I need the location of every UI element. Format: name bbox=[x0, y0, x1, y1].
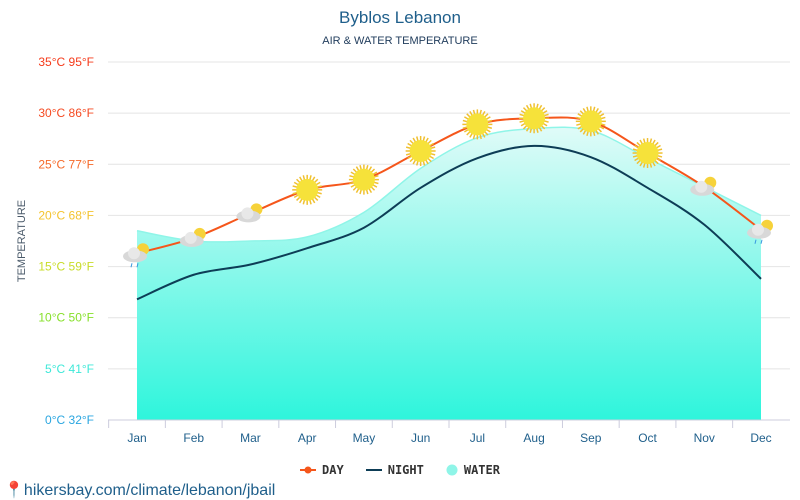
night-line bbox=[136, 144, 762, 301]
water-dot-icon bbox=[446, 464, 458, 476]
y-tick-label: 5°C 41°F bbox=[45, 362, 94, 376]
y-tick-label: 25°C 77°F bbox=[38, 157, 94, 171]
chart-title: Byblos Lebanon bbox=[339, 8, 461, 27]
x-tick-label: Sep bbox=[580, 431, 602, 445]
raindrop bbox=[130, 263, 133, 268]
sun-disc bbox=[409, 139, 432, 162]
sun-disc bbox=[466, 113, 489, 136]
water-area bbox=[137, 127, 761, 420]
rain-sun-cloud-icon bbox=[747, 219, 773, 244]
sun-icon bbox=[632, 138, 663, 169]
footer-link[interactable]: 📍hikersbay.com/climate/lebanon/jbail bbox=[4, 480, 275, 500]
sun-disc bbox=[352, 168, 375, 191]
sun-icon bbox=[575, 106, 606, 137]
legend-night-label: NIGHT bbox=[387, 463, 424, 477]
sun-icon bbox=[292, 174, 323, 205]
y-tick-label: 30°C 86°F bbox=[38, 106, 94, 120]
sun-icon bbox=[462, 109, 493, 140]
y-tick-label: 20°C 68°F bbox=[38, 208, 94, 222]
raindrop bbox=[760, 239, 763, 244]
x-tick-label: Oct bbox=[638, 431, 657, 445]
sun-icon bbox=[519, 103, 550, 134]
footer-text: hikersbay.com/climate/lebanon/jbail bbox=[23, 482, 276, 499]
cloud-puff bbox=[184, 231, 197, 244]
x-tick-label: Feb bbox=[183, 431, 204, 445]
cloud-puff bbox=[695, 180, 708, 193]
day-line-icon bbox=[300, 466, 317, 474]
sun-disc bbox=[579, 110, 602, 133]
y-axis-label: TEMPERATURE bbox=[16, 200, 28, 282]
y-tick-label: 0°C 32°F bbox=[45, 413, 94, 427]
sun-disc bbox=[636, 142, 659, 165]
x-tick-label: Jun bbox=[411, 431, 430, 445]
raindrop bbox=[754, 239, 757, 244]
cloud-puff bbox=[752, 223, 764, 236]
cloud-puff bbox=[241, 207, 254, 220]
rain-sun-cloud-icon bbox=[123, 243, 149, 268]
partly-cloudy-icon bbox=[236, 203, 263, 223]
x-tick-label: Aug bbox=[523, 431, 544, 445]
location-pin-icon: 📍 bbox=[4, 482, 24, 499]
x-tick-label: Apr bbox=[298, 431, 317, 445]
legend-water[interactable]: WATER bbox=[446, 463, 500, 477]
sun-icon bbox=[405, 135, 436, 166]
sun-disc bbox=[523, 107, 546, 130]
legend-day-label: DAY bbox=[322, 463, 344, 477]
legend-day[interactable]: DAY bbox=[300, 463, 344, 477]
x-tick-label: Mar bbox=[240, 431, 261, 445]
partly-cloudy-icon bbox=[690, 176, 717, 196]
x-tick-label: Nov bbox=[694, 431, 715, 445]
y-tick-label: 10°C 50°F bbox=[38, 311, 94, 325]
y-tick-label: 35°C 95°F bbox=[38, 55, 94, 69]
sun-icon bbox=[348, 164, 379, 195]
y-tick-label: 15°C 59°F bbox=[38, 260, 94, 274]
sun-disc bbox=[296, 178, 319, 201]
partly-cloudy-icon bbox=[179, 227, 206, 247]
cloud-puff bbox=[128, 247, 140, 260]
chart: 0°C 32°F 5°C 41°F 10°C 50°F 15°C 59°F 20°C 6… bbox=[16, 55, 790, 445]
raindrop bbox=[136, 263, 139, 268]
legend-water-label: WATER bbox=[463, 463, 500, 477]
legend: DAY NIGHT WATER bbox=[0, 463, 800, 477]
night-line-icon bbox=[365, 469, 382, 471]
x-tick-label: May bbox=[353, 431, 376, 445]
x-tick-label: Jan bbox=[127, 431, 146, 445]
x-tick-label: Dec bbox=[750, 431, 771, 445]
chart-subtitle: AIR & WATER TEMPERATURE bbox=[322, 35, 478, 47]
legend-night[interactable]: NIGHT bbox=[365, 463, 424, 477]
x-tick-label: Jul bbox=[470, 431, 485, 445]
